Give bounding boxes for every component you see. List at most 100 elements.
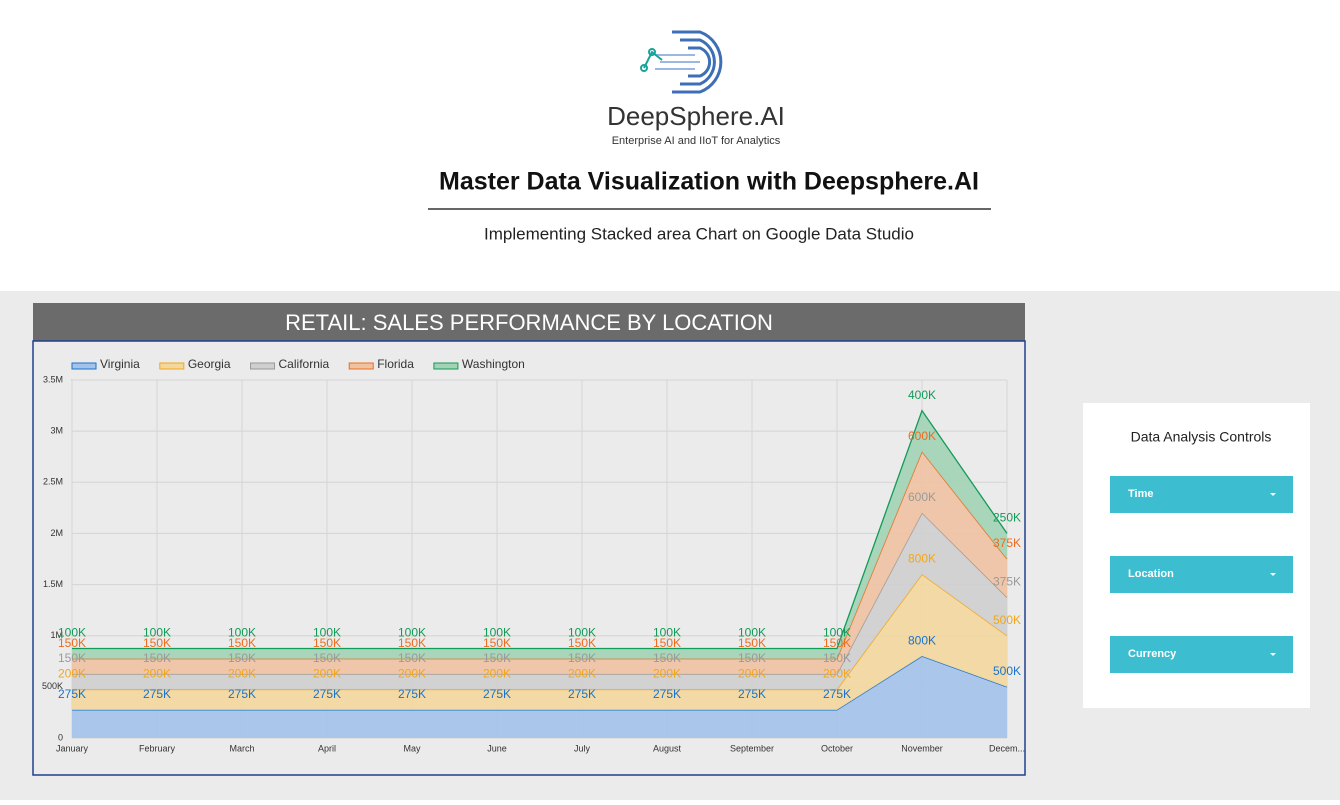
x-tick-label: August: [653, 743, 682, 753]
x-tick-label: Decem...: [989, 743, 1025, 753]
legend-label: Washington: [462, 357, 525, 371]
data-label: 500K: [993, 664, 1021, 678]
y-tick-label: 2.5M: [43, 477, 63, 487]
data-label: 375K: [993, 575, 1021, 589]
data-label: 100K: [568, 626, 596, 640]
selection-frame: [32, 340, 1026, 776]
data-label: 275K: [483, 687, 511, 701]
data-label: 150K: [823, 651, 851, 665]
data-label: 150K: [653, 636, 681, 650]
data-label: 275K: [398, 687, 426, 701]
dropdown-label: Location: [1128, 568, 1174, 580]
data-label: 150K: [58, 636, 86, 650]
data-label: 200K: [313, 667, 341, 681]
data-label: 150K: [483, 651, 511, 665]
data-label: 100K: [58, 626, 86, 640]
data-label: 275K: [313, 687, 341, 701]
data-label: 150K: [58, 651, 86, 665]
area: [72, 512, 1007, 690]
x-tick-label: October: [821, 743, 853, 753]
legend-swatch: [433, 362, 459, 370]
x-tick-label: May: [403, 743, 421, 753]
x-tick-label: February: [139, 743, 176, 753]
y-tick-label: 1M: [50, 630, 63, 640]
data-label: 150K: [823, 636, 851, 650]
data-label: 275K: [143, 687, 171, 701]
legend-swatch: [159, 362, 185, 370]
dropdown[interactable]: [1110, 476, 1293, 513]
data-label: 200K: [653, 667, 681, 681]
dropdown[interactable]: [1110, 636, 1293, 673]
data-label: 500K: [993, 613, 1021, 627]
data-label: 150K: [228, 636, 256, 650]
brand: DeepSphere.AI: [607, 101, 785, 131]
data-label: 150K: [653, 651, 681, 665]
y-tick-label: 0: [58, 732, 63, 742]
y-tick-label: 500K: [42, 681, 63, 691]
area: [72, 656, 1007, 738]
data-label: 800K: [908, 633, 936, 647]
data-label: 200K: [738, 667, 766, 681]
data-label: 150K: [313, 636, 341, 650]
data-label: 275K: [228, 687, 256, 701]
x-tick-label: July: [574, 743, 591, 753]
plot: 0 500K 1M 1.5M 2M 2.5M 3M 3.5M January February Ma…: [42, 357, 1025, 753]
chart-title: RETAIL: SALES PERFORMANCE BY LOCATION: [285, 310, 773, 335]
y-tick-label: 1.5M: [43, 579, 63, 589]
data-label: 150K: [568, 651, 596, 665]
area-line: [72, 409, 1008, 650]
data-label: 200K: [143, 667, 171, 681]
area: [72, 574, 1007, 710]
data-label: 200K: [58, 667, 86, 681]
legend-label: California: [279, 357, 330, 371]
y-tick-label: 3.5M: [43, 374, 63, 384]
data-label: 100K: [483, 626, 511, 640]
chart-title-bar: [33, 303, 1025, 341]
area-line: [72, 450, 1008, 660]
data-label: 100K: [823, 626, 851, 640]
legend-label: Florida: [377, 357, 414, 371]
data-label: 200K: [823, 667, 851, 681]
data-label: 150K: [313, 651, 341, 665]
y-tick-label: 2M: [50, 528, 63, 538]
x-tick-label: November: [901, 743, 943, 753]
x-tick-label: April: [318, 743, 336, 753]
data-label: 100K: [313, 626, 341, 640]
dropdown-arrow: [1270, 493, 1276, 496]
data-label: 200K: [483, 667, 511, 681]
data-label: 100K: [738, 626, 766, 640]
data-label: 150K: [568, 636, 596, 650]
data-label: 150K: [143, 636, 171, 650]
data-label: 275K: [568, 687, 596, 701]
data-label: 275K: [653, 687, 681, 701]
data-label: 400K: [908, 388, 936, 402]
data-label: 200K: [568, 667, 596, 681]
data-label: 150K: [398, 636, 426, 650]
dropdown-label: Currency: [1128, 648, 1177, 660]
legend-label: Georgia: [188, 357, 231, 371]
data-label: 275K: [738, 687, 766, 701]
legend-swatch: [250, 362, 276, 370]
dropdown-arrow: [1270, 653, 1276, 656]
data-label: 150K: [738, 636, 766, 650]
x-tick-label: January: [56, 743, 89, 753]
logo: [640, 30, 723, 94]
data-label: 100K: [228, 626, 256, 640]
legend-swatch: [348, 362, 374, 370]
dropdown[interactable]: [1110, 556, 1293, 593]
dropdown-arrow: [1270, 573, 1276, 576]
data-label: 100K: [143, 626, 171, 640]
data-label: 600K: [908, 429, 936, 443]
x-tick-label: June: [487, 743, 507, 753]
data-label: 200K: [228, 667, 256, 681]
data-label: 375K: [993, 536, 1021, 550]
legend-swatch: [71, 362, 97, 370]
data-label: 250K: [993, 511, 1021, 525]
x-tick-label: March: [229, 743, 254, 753]
data-label: 275K: [823, 687, 851, 701]
tagline: Enterprise AI and IIoT for Analytics: [612, 135, 781, 147]
legend-label: Virginia: [100, 357, 140, 371]
controls-title: Data Analysis Controls: [1131, 429, 1272, 445]
page-subtitle: Implementing Stacked area Chart on Googl…: [484, 224, 914, 243]
